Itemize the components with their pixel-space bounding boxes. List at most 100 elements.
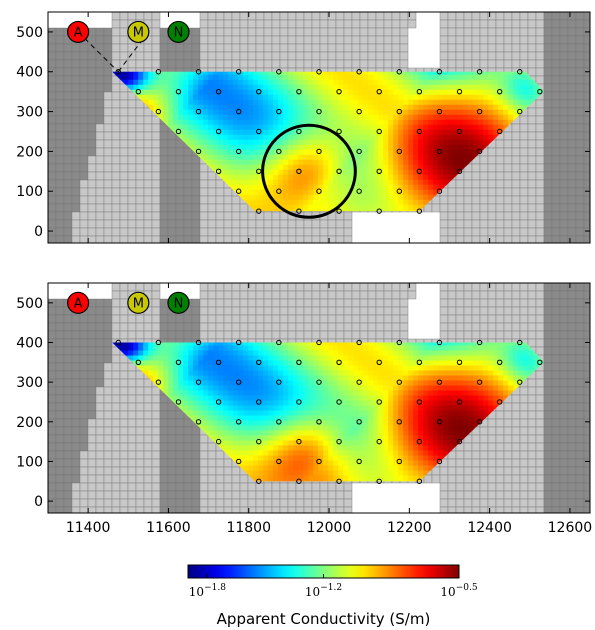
measurement-point — [276, 379, 282, 385]
measurement-point — [336, 128, 342, 135]
measurement-point — [236, 148, 242, 155]
measurement-point — [195, 339, 202, 346]
electrode-marker — [127, 20, 150, 44]
measurement-point — [336, 438, 342, 445]
measurement-point — [517, 339, 523, 346]
measurement-point — [336, 168, 342, 175]
measurement-point — [296, 168, 302, 175]
measurement-point — [476, 419, 483, 425]
measurement-point — [215, 359, 222, 366]
measurement-point — [416, 88, 423, 95]
measurement-point — [276, 458, 282, 465]
x-tick-label: 12600 — [548, 520, 593, 536]
measurement-point — [276, 188, 282, 194]
measurement-point — [256, 399, 262, 405]
measurement-point — [376, 438, 382, 445]
anomaly-circle — [261, 123, 357, 219]
measurement-point — [316, 108, 322, 115]
measurement-point — [256, 359, 262, 366]
measurement-point — [456, 88, 463, 95]
measurement-point — [215, 399, 222, 405]
x-tick-label: 12000 — [307, 520, 352, 536]
measurement-point — [256, 168, 262, 175]
measurement-point — [316, 458, 322, 465]
measurement-point — [436, 419, 443, 425]
measurement-point — [356, 108, 362, 115]
electrode-marker — [67, 20, 90, 44]
measurement-point — [376, 359, 382, 366]
measurement-point — [356, 458, 362, 465]
measurement-point — [236, 69, 242, 75]
electrode-m: M — [127, 20, 150, 44]
measurement-point — [276, 108, 282, 115]
measurement-points — [115, 69, 543, 214]
panels: A M N 0 100 200 300 400 500 A M N 0 100 200 300 400 500 11… — [16, 11, 593, 536]
measurement-point — [115, 339, 121, 346]
y-tick-label: 0 — [34, 494, 43, 510]
measurement-point — [476, 69, 483, 75]
y-tick-label: 0 — [34, 224, 43, 240]
x-tick-label: 11600 — [146, 520, 191, 536]
measurement-point — [236, 419, 242, 425]
measurement-point — [396, 108, 402, 115]
colorbar-tick-label: 10−0.5 — [440, 583, 477, 599]
panel-bottom: A M N 0 100 200 300 400 500 11400 11600 11800 12000 1… — [16, 282, 593, 536]
y-tick-label: 200 — [16, 415, 43, 431]
electrode-label: A — [74, 25, 83, 40]
measurement-point — [456, 128, 463, 135]
measurement-point — [236, 379, 242, 385]
measurement-point — [476, 108, 483, 115]
measurement-point — [517, 108, 523, 115]
electrode-m: M — [127, 291, 150, 314]
measurement-point — [296, 128, 302, 135]
measurement-point — [496, 359, 503, 366]
measurement-point — [296, 208, 302, 214]
measurement-point — [416, 438, 423, 445]
electrode-label: N — [174, 25, 184, 40]
measurement-point — [215, 88, 222, 95]
measurement-point — [256, 88, 262, 95]
measurement-point — [236, 108, 242, 115]
measurement-point — [256, 438, 262, 445]
measurement-point — [496, 88, 503, 95]
measurement-points — [115, 339, 543, 484]
panel-top: A M N 0 100 200 300 400 500 — [16, 11, 591, 244]
y-tick-label: 100 — [16, 184, 43, 200]
measurement-point — [456, 399, 463, 405]
measurement-point — [175, 359, 182, 366]
measurement-point — [356, 339, 362, 346]
measurement-point — [195, 379, 202, 385]
measurement-point — [517, 69, 523, 75]
measurement-point — [276, 69, 282, 75]
measurement-point — [396, 188, 402, 194]
electrode-marker — [127, 291, 150, 314]
measurement-point — [396, 148, 402, 155]
measurement-point — [296, 359, 302, 366]
measurement-point — [356, 188, 362, 194]
panel-frame — [47, 11, 591, 244]
colorbar: 10−1.8 10−1.2 10−0.5 Apparent Conductivity … — [187, 564, 478, 628]
measurement-point — [135, 88, 142, 95]
electrode-a: A — [67, 291, 90, 314]
measurement-point — [195, 419, 202, 425]
measurement-point — [416, 128, 423, 135]
electrode-label: A — [74, 296, 83, 311]
measurement-point — [336, 208, 342, 214]
measurement-point — [336, 399, 342, 405]
measurement-point — [155, 69, 162, 75]
measurement-point — [537, 359, 543, 366]
measurement-point — [215, 128, 222, 135]
measurement-point — [316, 148, 322, 155]
electrode-marker — [167, 291, 190, 314]
measurement-point — [436, 188, 443, 194]
measurement-point — [155, 339, 162, 346]
measurement-point — [175, 88, 182, 95]
measurement-point — [376, 208, 382, 214]
measurement-point — [336, 88, 342, 95]
y-tick-label: 300 — [16, 375, 43, 391]
measurement-point — [296, 399, 302, 405]
measurement-point — [416, 359, 423, 366]
measurement-point — [416, 168, 423, 175]
measurement-point — [436, 108, 443, 115]
